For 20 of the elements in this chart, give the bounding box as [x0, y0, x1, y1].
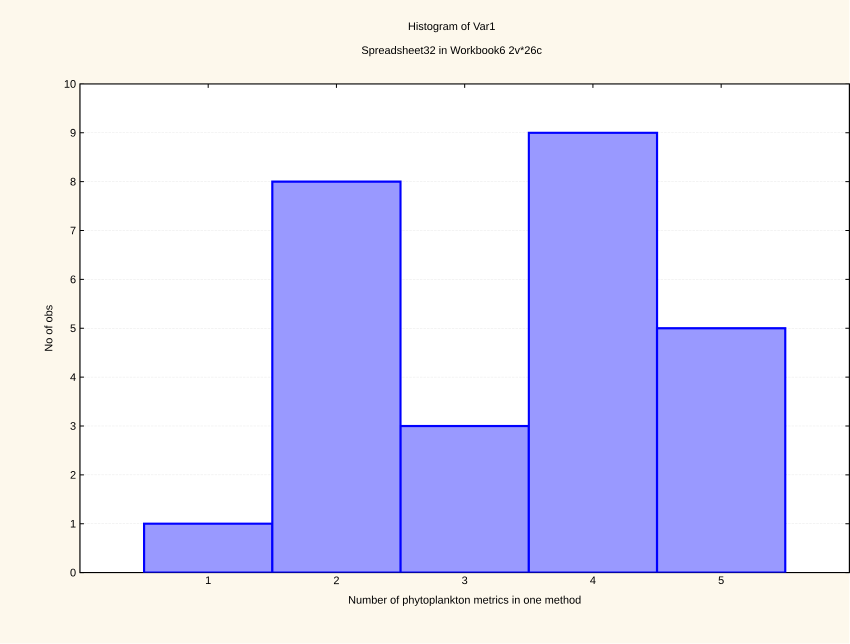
- y-tick-label: 8: [70, 178, 76, 186]
- chart-title: Histogram of Var1: [408, 22, 495, 32]
- x-tick-label: 1: [206, 576, 211, 584]
- y-tick-label: 6: [70, 276, 76, 284]
- y-tick-label: 10: [64, 80, 76, 88]
- y-tick-label: 7: [70, 226, 76, 235]
- y-tick-label: 2: [70, 471, 76, 479]
- y-tick-label: 1: [70, 520, 76, 528]
- y-tick-label: 0: [70, 568, 76, 577]
- y-tick-label: 5: [70, 324, 76, 332]
- x-tick-label: 3: [462, 576, 468, 584]
- y-tick-label: 3: [70, 422, 76, 430]
- y-tick-label: 4: [70, 374, 76, 382]
- x-tick-label: 5: [718, 576, 724, 584]
- y-axis-title: No of obs: [44, 305, 52, 352]
- x-axis-title: Number of phytoplankton metrics in one method: [349, 596, 581, 606]
- x-tick-label: 4: [590, 576, 596, 584]
- x-tick-label: 2: [334, 576, 339, 584]
- y-tick-label: 9: [70, 129, 76, 137]
- chart-subtitle: Spreadsheet32 in Workbook6 2v*26c: [362, 46, 542, 56]
